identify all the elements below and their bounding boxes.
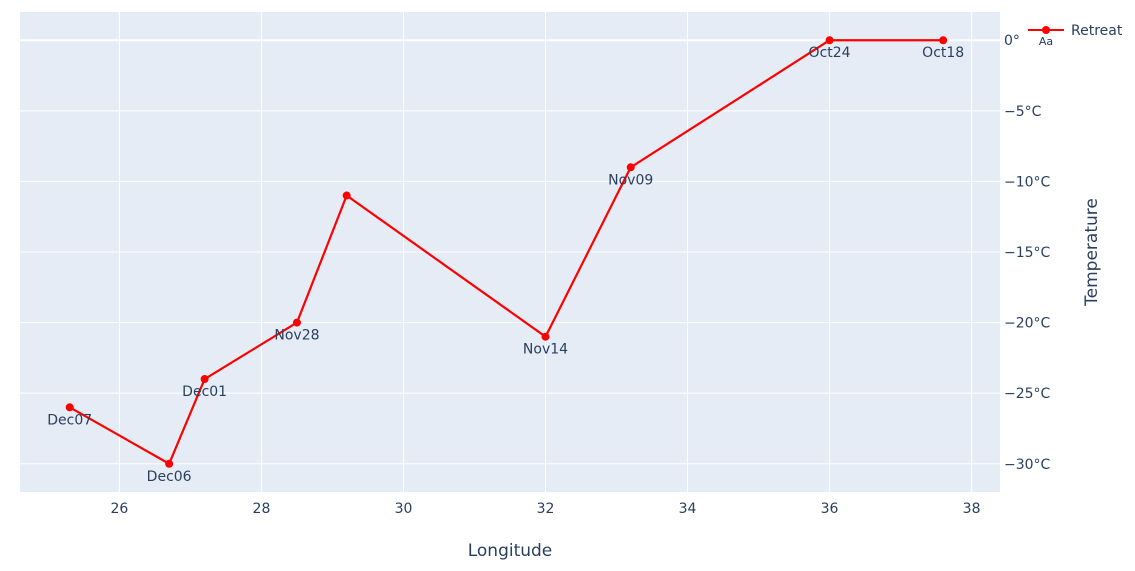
y-tick-label: −25°C <box>1004 386 1051 402</box>
data-point[interactable] <box>200 375 209 384</box>
data-point[interactable] <box>292 318 301 327</box>
data-point[interactable] <box>939 36 948 45</box>
x-tick-label: 30 <box>395 501 413 517</box>
x-axis-ticks: 26 28 30 32 34 36 38 <box>111 501 981 517</box>
y-tick-label: −10°C <box>1004 174 1051 190</box>
x-axis-title: Longitude <box>468 541 553 561</box>
data-point-label: Dec06 <box>147 469 192 485</box>
legend[interactable]: Aa Retreat <box>1028 23 1123 48</box>
legend-label-retreat: Retreat <box>1071 23 1123 39</box>
x-tick-label: 32 <box>537 501 555 517</box>
y-tick-label: −20°C <box>1004 316 1051 332</box>
data-point-label: Dec01 <box>182 384 227 400</box>
y-tick-label: −15°C <box>1004 245 1051 261</box>
data-point[interactable] <box>825 36 834 45</box>
x-tick-label: 34 <box>679 501 697 517</box>
x-tick-label: 36 <box>821 501 839 517</box>
y-tick-label: 0° <box>1004 33 1020 49</box>
data-point[interactable] <box>65 403 74 412</box>
data-point-label: Nov14 <box>523 342 568 358</box>
grid-lines <box>20 12 1000 492</box>
data-point[interactable] <box>342 191 351 200</box>
legend-marker-retreat <box>1042 26 1050 34</box>
point-labels: Oct18 Oct24 Nov09 Nov14 Nov28 Dec01 Dec06 Dec07 <box>47 45 964 485</box>
legend-aa-label: Aa <box>1039 35 1053 48</box>
series-retreat[interactable] <box>65 36 948 468</box>
data-point-label: Nov28 <box>274 328 319 344</box>
data-point-label: Oct18 <box>922 45 964 61</box>
y-tick-label: −30°C <box>1004 457 1051 473</box>
data-point[interactable] <box>626 163 635 172</box>
y-axis-ticks: 0° −5°C −10°C −15°C −20°C −25°C −30°C <box>1004 33 1051 473</box>
data-point-label: Nov09 <box>608 172 653 188</box>
y-tick-label: −5°C <box>1004 104 1042 120</box>
data-point[interactable] <box>541 332 550 341</box>
x-tick-label: 28 <box>253 501 271 517</box>
data-point-label: Dec07 <box>47 412 92 428</box>
x-tick-label: 26 <box>111 501 129 517</box>
data-point-label: Oct24 <box>809 45 851 61</box>
data-point[interactable] <box>165 459 174 468</box>
y-axis-title: Temperature <box>1082 198 1102 307</box>
x-tick-label: 38 <box>963 501 981 517</box>
